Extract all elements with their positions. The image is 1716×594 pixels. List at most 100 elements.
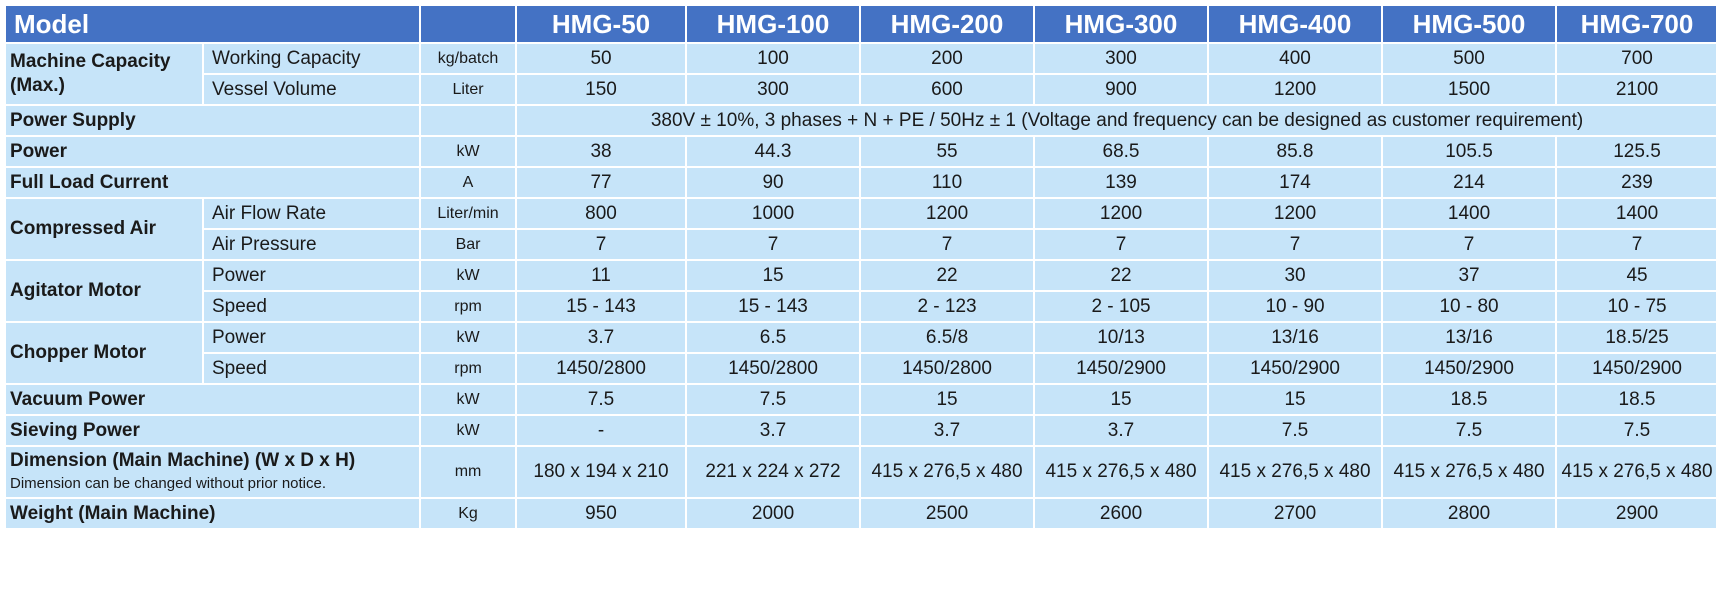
table-row: Power Supply 380V ± 10%, 3 phases + N + … [6, 106, 1716, 135]
value-cell: 110 [861, 168, 1034, 197]
row-label: Working Capacity [204, 44, 420, 73]
value-cell: 7.5 [687, 385, 860, 414]
value-cell: 415 x 276,5 x 480 [1557, 447, 1716, 497]
value-cell: 2000 [687, 499, 860, 528]
value-cell: 1450/2800 [861, 354, 1034, 383]
row-group-label: Agitator Motor [6, 261, 202, 321]
value-cell: 2900 [1557, 499, 1716, 528]
value-cell: 7 [1209, 230, 1382, 259]
value-cell: 1000 [687, 199, 860, 228]
row-group-label: Chopper Motor [6, 323, 202, 383]
value-cell: 1200 [1209, 75, 1382, 104]
value-cell: 105.5 [1383, 137, 1556, 166]
value-cell: 68.5 [1035, 137, 1208, 166]
model-name: HMG-100 [687, 6, 860, 42]
value-cell: 3.7 [517, 323, 686, 352]
value-cell: 200 [861, 44, 1034, 73]
value-cell: 18.5/25 [1557, 323, 1716, 352]
row-group-label: Compressed Air [6, 199, 202, 259]
value-cell: 7.5 [517, 385, 686, 414]
unit-cell [421, 106, 516, 135]
unit-cell: rpm [421, 354, 516, 383]
table-row: Compressed Air Air Flow Rate Liter/min 8… [6, 199, 1716, 259]
value-cell: 3.7 [687, 416, 860, 445]
model-name: HMG-200 [861, 6, 1034, 42]
model-header: Model [6, 6, 420, 42]
value-cell: 300 [687, 75, 860, 104]
value-cell: 22 [861, 261, 1034, 290]
unit-cell: kW [421, 385, 516, 414]
row-label: Speed [204, 292, 420, 321]
value-cell: 139 [1035, 168, 1208, 197]
unit-cell: Liter [421, 75, 516, 104]
table-row: Dimension (Main Machine) (W x D x H) Dim… [6, 447, 1716, 497]
value-cell: 1450/2900 [1209, 354, 1382, 383]
value-cell: 7 [1557, 230, 1716, 259]
value-cell: 6.5 [687, 323, 860, 352]
value-cell: 38 [517, 137, 686, 166]
value-cell: 55 [861, 137, 1034, 166]
unit-cell: kg/batch [421, 44, 516, 73]
unit-cell: mm [421, 447, 516, 497]
value-cell: 2100 [1557, 75, 1716, 104]
value-cell: 15 [687, 261, 860, 290]
unit-cell: Bar [421, 230, 516, 259]
value-cell: 150 [517, 75, 686, 104]
value-cell: 37 [1383, 261, 1556, 290]
row-label: Power [6, 137, 420, 166]
value-cell: 85.8 [1209, 137, 1382, 166]
value-cell: 950 [517, 499, 686, 528]
value-cell: 1450/2900 [1383, 354, 1556, 383]
value-cell: 125.5 [1557, 137, 1716, 166]
value-cell: 10 - 80 [1383, 292, 1556, 321]
model-name: HMG-400 [1209, 6, 1382, 42]
value-cell: 6.5/8 [861, 323, 1034, 352]
unit-cell: A [421, 168, 516, 197]
value-cell: 700 [1557, 44, 1716, 73]
table-row: Power kW 38 44.3 55 68.5 85.8 105.5 125.… [6, 137, 1716, 166]
value-cell: 44.3 [687, 137, 860, 166]
model-name: HMG-700 [1557, 6, 1716, 42]
value-cell: 90 [687, 168, 860, 197]
value-cell: 415 x 276,5 x 480 [861, 447, 1034, 497]
value-cell: 400 [1209, 44, 1382, 73]
value-cell: 2800 [1383, 499, 1556, 528]
value-cell: 2 - 123 [861, 292, 1034, 321]
value-cell: 1200 [861, 199, 1034, 228]
table-row: Air Pressure Bar 7 7 7 7 7 7 7 [6, 230, 1716, 259]
value-cell: 10/13 [1035, 323, 1208, 352]
unit-cell: kW [421, 261, 516, 290]
row-label: Sieving Power [6, 416, 420, 445]
row-label: Weight (Main Machine) [6, 499, 420, 528]
value-cell: 7 [1383, 230, 1556, 259]
table-row: Weight (Main Machine) Kg 950 2000 2500 2… [6, 499, 1716, 528]
spec-table: Model HMG-50 HMG-100 HMG-200 HMG-300 HMG… [4, 4, 1716, 530]
row-label: Power [204, 323, 420, 352]
unit-header [421, 6, 516, 42]
unit-cell: kW [421, 416, 516, 445]
dimension-label-cell: Dimension (Main Machine) (W x D x H) Dim… [6, 447, 420, 497]
value-cell: 15 - 143 [517, 292, 686, 321]
model-name: HMG-50 [517, 6, 686, 42]
table-row: Agitator Motor Power kW 11 15 22 22 30 3… [6, 261, 1716, 321]
value-cell: 7 [861, 230, 1034, 259]
value-cell: 18.5 [1383, 385, 1556, 414]
value-cell: 180 x 194 x 210 [517, 447, 686, 497]
value-cell: 900 [1035, 75, 1208, 104]
value-cell: 1450/2800 [517, 354, 686, 383]
value-cell: 10 - 75 [1557, 292, 1716, 321]
value-cell: 15 - 143 [687, 292, 860, 321]
value-cell: 7.5 [1209, 416, 1382, 445]
value-cell: 10 - 90 [1209, 292, 1382, 321]
model-name: HMG-300 [1035, 6, 1208, 42]
unit-cell: Liter/min [421, 199, 516, 228]
value-cell: 2500 [861, 499, 1034, 528]
value-cell: 500 [1383, 44, 1556, 73]
value-cell: 2600 [1035, 499, 1208, 528]
value-cell: 1400 [1383, 199, 1556, 228]
row-group-label: Machine Capacity (Max.) [6, 44, 202, 104]
value-cell: 77 [517, 168, 686, 197]
unit-cell: Kg [421, 499, 516, 528]
power-supply-value: 380V ± 10%, 3 phases + N + PE / 50Hz ± 1… [517, 106, 1716, 135]
value-cell: 30 [1209, 261, 1382, 290]
